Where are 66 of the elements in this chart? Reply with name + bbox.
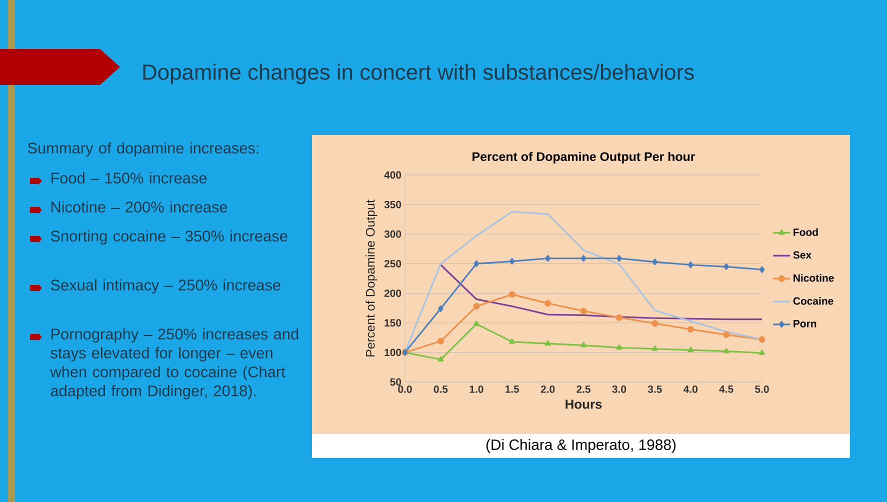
y-tick-label: 300 (384, 230, 402, 238)
point (508, 291, 516, 298)
point (544, 340, 551, 346)
point (616, 255, 622, 262)
point (616, 314, 622, 321)
y-tick-label: 150 (384, 319, 402, 327)
point (688, 346, 694, 352)
legend-label: Cocaine (793, 297, 834, 305)
point (438, 305, 444, 312)
point (616, 344, 622, 350)
point (544, 300, 552, 307)
point (437, 338, 444, 344)
y-tick-label: 350 (384, 200, 402, 208)
y-tick-label: 400 (384, 171, 402, 179)
y-tick-label: 200 (384, 290, 402, 297)
text: Sexual intimacy – 250% increase (50, 279, 280, 294)
text: Snorting cocaine – 350% increase (50, 230, 288, 245)
point (580, 342, 586, 348)
point (687, 326, 694, 333)
point (652, 258, 658, 266)
x-tick-label: 4.0 (683, 386, 698, 393)
x-tick-label: 2.0 (540, 386, 555, 393)
point (580, 255, 586, 262)
x-tick-label: 2.5 (576, 386, 590, 393)
text: Nicotine – 200% increase (51, 201, 228, 213)
point (723, 348, 730, 354)
x-axis-title: Hours (566, 400, 602, 409)
legend-label: Food (794, 228, 818, 236)
text: Summary of dopamine increases: (28, 142, 258, 157)
point (545, 255, 550, 262)
y-axis-title: Percent of Dopamine Output (366, 200, 378, 356)
point (438, 356, 444, 362)
point (509, 258, 515, 265)
x-tick-label: 1.5 (505, 386, 520, 393)
point (652, 346, 658, 351)
point (580, 308, 587, 314)
point (473, 320, 480, 326)
point (473, 302, 480, 310)
x-tick-label: 0.5 (434, 386, 448, 393)
x-tick-label: 0.0 (398, 386, 412, 393)
x-tick-label: 5.0 (755, 386, 769, 393)
text: Pornography – 250% increases and stays elevated for longer – even when compared to cocaine (Chart adapted from Didinger, 2018). (50, 328, 298, 400)
legend-label: Porn (794, 320, 816, 328)
point (759, 350, 765, 356)
y-tick-label: 100 (384, 348, 402, 356)
y-tick-label: 250 (384, 260, 402, 268)
point (759, 266, 765, 273)
point (724, 263, 729, 270)
legend-label: Sex (793, 251, 812, 259)
point (723, 331, 730, 338)
line-series (440, 264, 762, 320)
text: (Di Chiara & Imperato, 1988) (486, 439, 676, 453)
point (474, 260, 480, 267)
point (758, 336, 766, 343)
x-tick-label: 3.5 (648, 386, 662, 393)
x-tick-label: 3.0 (612, 386, 626, 393)
text: Food – 150% increase (51, 172, 207, 184)
legend-label: Nicotine (794, 274, 834, 282)
chart-title: Dopamine changes in concert with substances/behaviors (143, 64, 694, 84)
point (688, 262, 694, 268)
x-tick-label: 1.0 (470, 386, 484, 393)
chart-subtitle: Percent of Dopamine Output Per hour (472, 152, 696, 164)
x-tick-label: 4.5 (719, 386, 734, 393)
point (509, 338, 516, 344)
y-tick-label: 50 (390, 378, 402, 386)
point (652, 320, 658, 327)
